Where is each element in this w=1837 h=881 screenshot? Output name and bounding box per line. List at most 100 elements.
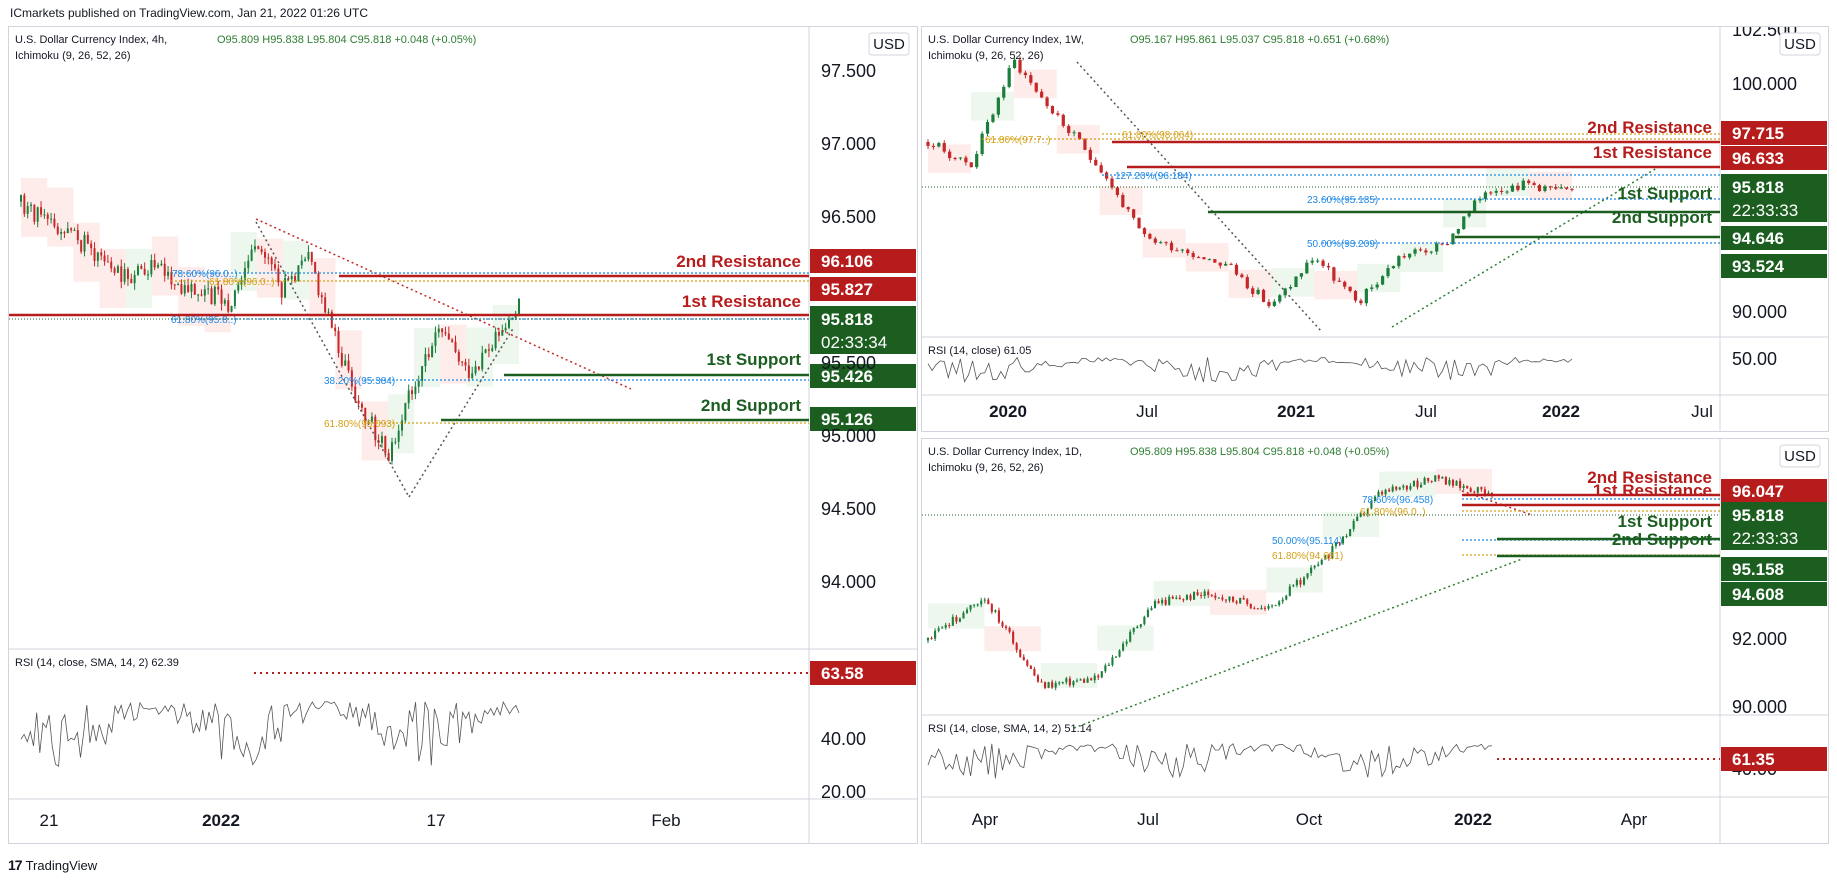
candle-body — [83, 234, 86, 252]
candle-body — [304, 259, 307, 261]
fib-label: 78.60%(96.458) — [1362, 495, 1433, 506]
candle-body — [1210, 595, 1213, 597]
candle-body — [1192, 592, 1196, 600]
price-tick-label: 97.500 — [821, 61, 876, 81]
candle-body — [942, 143, 946, 152]
candle-body — [1136, 626, 1139, 629]
candle-body — [1380, 276, 1385, 285]
chart-4h[interactable]: 78.60%(96.0..)61.80%(96.0..) 61.80%(95.8.… — [9, 27, 917, 843]
chart-panel-1w[interactable]: 61.80%(98.064) 61.80%(97.7..) 127.20%(96.1… — [921, 26, 1829, 432]
candle-body — [1146, 609, 1149, 617]
candle-body — [491, 348, 494, 351]
candle-body — [1036, 675, 1040, 682]
candle-body — [431, 345, 434, 358]
candle-body — [964, 157, 968, 163]
candle-body — [1516, 185, 1520, 191]
ohlc-values: O95.809 H95.838 L95.804 C95.818 +0.048 (… — [217, 34, 476, 46]
candle-body — [93, 248, 96, 261]
candle-body — [1129, 631, 1132, 642]
candle-body — [40, 207, 43, 215]
level-price-value: 95.426 — [821, 367, 873, 386]
last-price-tag — [1721, 502, 1827, 550]
candle-body — [1310, 567, 1313, 574]
candle-body — [997, 610, 1001, 623]
candle-body — [1007, 68, 1011, 87]
price-tick-label: 97.000 — [821, 134, 876, 154]
candle-body — [66, 228, 69, 234]
candle-body — [1388, 489, 1391, 492]
time-tick-label: Jul — [1137, 810, 1159, 829]
candle-body — [300, 260, 303, 266]
candle-body — [1521, 180, 1525, 191]
chart-1w[interactable]: 61.80%(98.064) 61.80%(97.7..) 127.20%(96.1… — [922, 27, 1828, 431]
candle-body — [1451, 233, 1455, 245]
price-tick-label: 90.000 — [1732, 697, 1787, 717]
rsi-title: RSI (14, close, SMA, 14, 2) 62.39 — [15, 657, 179, 669]
candle-body — [143, 268, 146, 275]
price-tick-label: 94.000 — [821, 572, 876, 592]
candle-body — [80, 240, 83, 252]
candle-body — [270, 257, 273, 265]
candle-body — [948, 625, 951, 627]
candle-body — [170, 271, 173, 285]
candle-body — [477, 366, 480, 370]
candle-body — [1386, 268, 1390, 277]
candle-body — [969, 162, 973, 168]
candle-body — [474, 366, 477, 374]
candle-body — [1079, 679, 1082, 681]
candle-body — [284, 278, 287, 298]
candle-body — [1397, 256, 1401, 267]
candle-body — [307, 251, 310, 260]
resistance-label: 1st Resistance — [682, 292, 801, 311]
candle-body — [1122, 643, 1125, 651]
candle-body — [948, 151, 952, 158]
candle-body — [1345, 536, 1348, 538]
candle-body — [394, 441, 397, 443]
candle-body — [163, 263, 166, 276]
candle-body — [471, 373, 474, 378]
candle-body — [1370, 287, 1374, 289]
candle-body — [1034, 82, 1038, 92]
candle-body — [980, 133, 984, 154]
candle-body — [1068, 678, 1071, 686]
candle-body — [53, 218, 56, 227]
chart-panel-1d[interactable]: 78.60%(96.458) 61.80%(96.0..) 50.00%(95.11… — [921, 438, 1829, 844]
candle-body — [1249, 604, 1252, 609]
candle-body — [1429, 251, 1433, 253]
candle-body — [1527, 180, 1531, 184]
chart-panel-4h[interactable]: 78.60%(96.0..) 61.80%(96.0..) 61.80%(95.8.… — [8, 26, 918, 844]
chart-1d[interactable]: 78.60%(96.458)61.80%(96.0..) 50.00%(95.11… — [922, 439, 1828, 843]
candle-body — [237, 284, 240, 291]
level-price-tag — [1721, 226, 1827, 250]
candle-body — [1178, 597, 1181, 600]
candle-body — [1478, 198, 1482, 201]
candle-body — [1139, 624, 1142, 627]
candle-body — [1137, 217, 1141, 229]
bar-countdown: 22:33:33 — [1732, 201, 1798, 220]
candle-body — [340, 353, 343, 366]
rsi-line — [927, 356, 1573, 383]
candle-body — [1142, 228, 1147, 234]
candle-body — [1334, 542, 1337, 547]
candle-body — [123, 269, 126, 282]
time-tick-label: 2021 — [1277, 402, 1315, 421]
candle-body — [1363, 512, 1366, 515]
candle-body — [23, 195, 26, 214]
candle-body — [267, 257, 270, 259]
candle-body — [1099, 165, 1103, 173]
candle-body — [1026, 660, 1029, 666]
candle-body — [467, 365, 470, 378]
candle-body — [1402, 485, 1405, 488]
candle-body — [73, 230, 76, 232]
ichimoku-cloud — [309, 258, 336, 318]
candle-body — [444, 332, 447, 334]
candle-body — [1111, 657, 1114, 665]
support-label: 2nd Support — [701, 396, 801, 415]
candle-body — [1022, 656, 1025, 661]
candle-body — [1110, 178, 1114, 188]
candle-body — [90, 243, 93, 249]
candle-body — [1343, 281, 1347, 287]
ichimoku-cloud — [1314, 270, 1358, 300]
ichimoku-cloud — [1099, 186, 1143, 215]
candle-body — [1012, 631, 1015, 644]
